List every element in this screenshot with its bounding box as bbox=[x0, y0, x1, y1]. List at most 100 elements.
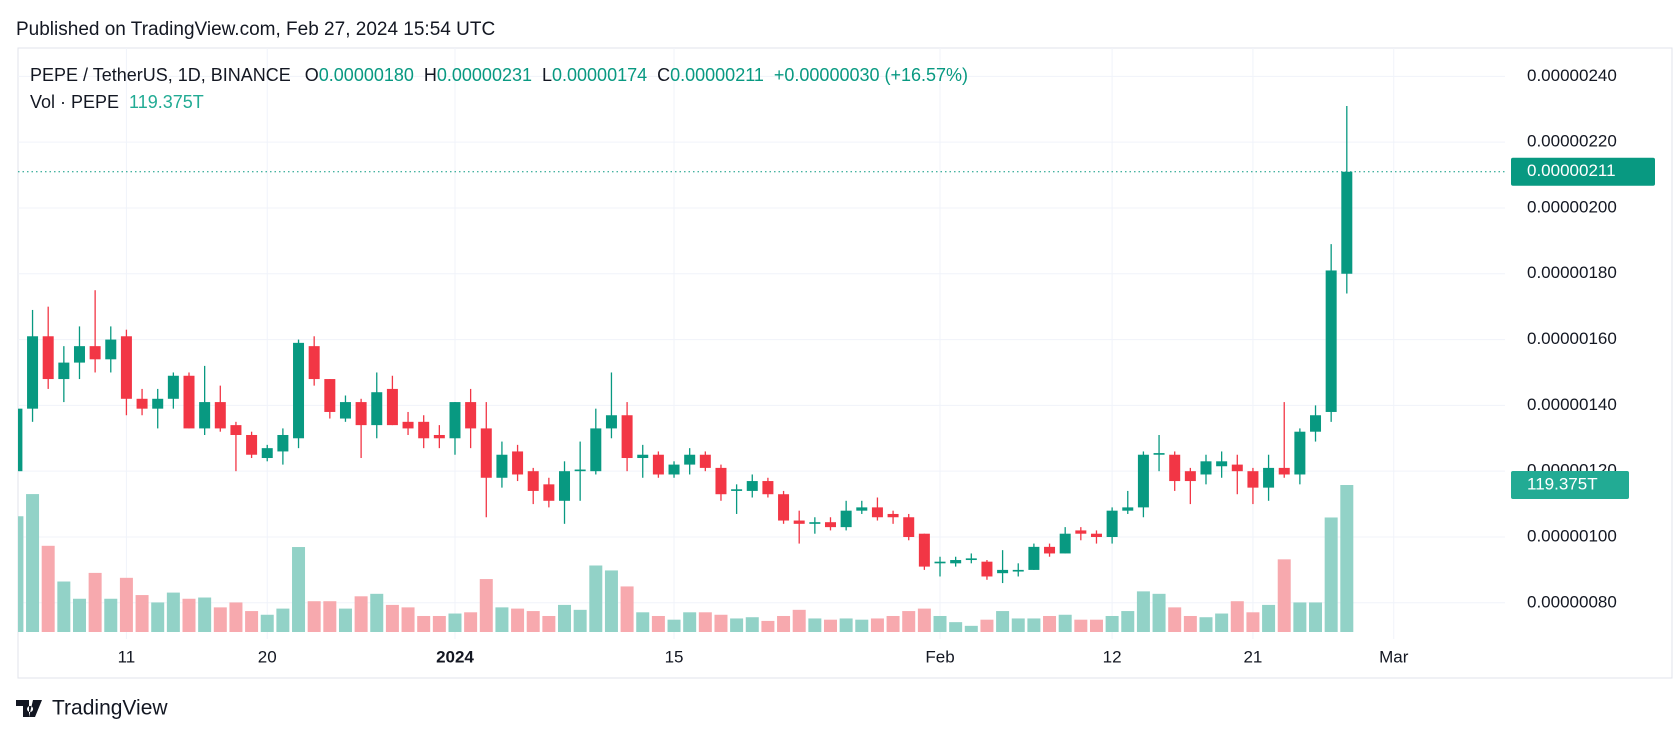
candle-body bbox=[214, 402, 226, 429]
candle-body bbox=[246, 434, 258, 455]
candle-body bbox=[731, 489, 743, 491]
candle-body bbox=[1231, 464, 1243, 472]
price-axis: 0.000000800.000001000.000001200.00000140… bbox=[118, 66, 1655, 666]
volume-bar bbox=[1199, 617, 1213, 632]
volume-bar bbox=[996, 611, 1010, 632]
candle-body bbox=[981, 561, 993, 577]
close-value: 0.00000211 bbox=[670, 65, 764, 85]
volume-bar bbox=[730, 618, 744, 632]
candle-body bbox=[840, 510, 852, 528]
candle-body bbox=[465, 402, 477, 429]
volume-bar bbox=[1105, 615, 1119, 632]
candle-body bbox=[1075, 530, 1087, 534]
volume-bar bbox=[292, 547, 306, 632]
candle-body bbox=[480, 428, 492, 478]
candle-body bbox=[152, 398, 164, 409]
candle-body bbox=[699, 454, 711, 468]
candle-body bbox=[230, 425, 242, 435]
volume-bar bbox=[917, 608, 931, 632]
volume-badge bbox=[1511, 471, 1629, 499]
volume-bar bbox=[276, 608, 290, 632]
volume-bar bbox=[870, 618, 884, 632]
y-tick-label: 0.00000200 bbox=[1527, 197, 1617, 216]
candle-body bbox=[918, 533, 930, 567]
candle-body bbox=[18, 408, 23, 472]
volume-bar bbox=[260, 614, 274, 632]
volume-bar bbox=[464, 612, 478, 632]
change: +0.00000030 (+16.57%) bbox=[774, 65, 968, 85]
candle-body bbox=[950, 560, 962, 564]
x-tick-label: 20 bbox=[258, 647, 277, 666]
candle-body bbox=[293, 342, 305, 439]
candle-body bbox=[1044, 546, 1056, 554]
volume-bar bbox=[495, 607, 509, 632]
volume-bar bbox=[479, 579, 493, 632]
candle-body bbox=[1012, 569, 1024, 572]
y-tick-label: 0.00000180 bbox=[1527, 263, 1617, 282]
close-label: C bbox=[657, 65, 670, 85]
candle-body bbox=[1153, 453, 1165, 455]
volume-bar bbox=[213, 607, 227, 632]
volume-bar bbox=[1324, 517, 1338, 632]
candle-body bbox=[1169, 454, 1181, 482]
volume-bar bbox=[714, 614, 728, 632]
volume-bar bbox=[855, 619, 869, 632]
candle-body bbox=[89, 346, 101, 360]
candle-body bbox=[105, 339, 117, 360]
candle-body bbox=[934, 561, 946, 564]
grid bbox=[18, 48, 1505, 639]
volume-bar bbox=[823, 619, 837, 632]
volume-bar bbox=[182, 598, 196, 632]
volume-bar bbox=[777, 615, 791, 632]
candle-body bbox=[793, 520, 805, 524]
volume-bar bbox=[667, 619, 681, 632]
candle-body bbox=[997, 569, 1009, 574]
candle-body bbox=[809, 522, 821, 524]
volume-bar bbox=[88, 572, 102, 632]
volume-bar bbox=[949, 622, 963, 632]
plot-area bbox=[18, 105, 1505, 632]
volume-bar bbox=[1183, 615, 1197, 632]
volume-bar bbox=[1230, 601, 1244, 632]
candle-body bbox=[605, 415, 617, 429]
volume-bar bbox=[26, 494, 40, 632]
x-tick-label: 11 bbox=[118, 647, 136, 666]
candle-body bbox=[1090, 533, 1102, 537]
volume-bar bbox=[651, 615, 665, 632]
y-tick-label: 0.00000080 bbox=[1527, 592, 1617, 611]
candle-body bbox=[1106, 510, 1118, 537]
candle-body bbox=[824, 522, 836, 528]
volume-bar bbox=[1043, 615, 1057, 632]
volume-bar bbox=[432, 615, 446, 632]
candle-body bbox=[199, 402, 211, 429]
x-tick-label: 2024 bbox=[436, 647, 474, 666]
high-value: 0.00000231 bbox=[437, 65, 532, 85]
volume-title: Vol · PEPE bbox=[30, 92, 119, 112]
candle-body bbox=[1341, 171, 1353, 274]
candle-body bbox=[496, 454, 508, 478]
candle-body bbox=[120, 336, 132, 399]
volume-bar bbox=[1058, 614, 1072, 632]
y-tick-label: 0.00000240 bbox=[1527, 66, 1617, 85]
volume-bar bbox=[1246, 612, 1260, 632]
volume-value: 119.375T bbox=[129, 92, 204, 112]
candle-body bbox=[1263, 467, 1275, 488]
volume-bar bbox=[511, 608, 525, 632]
volume-bar bbox=[104, 598, 118, 632]
low-value: 0.00000174 bbox=[552, 65, 647, 85]
volume-header: Vol · PEPE 119.375T bbox=[30, 92, 204, 112]
candle-body bbox=[402, 421, 414, 429]
volume-bar bbox=[604, 570, 618, 632]
volume-bar bbox=[151, 602, 165, 632]
volume-bar bbox=[370, 593, 384, 632]
volume-bar bbox=[1152, 593, 1166, 632]
candle-body bbox=[574, 469, 586, 472]
candle-body bbox=[652, 454, 664, 475]
candle-body bbox=[1200, 461, 1212, 475]
candle-body bbox=[1216, 461, 1228, 467]
candle-body bbox=[1059, 533, 1071, 554]
candle-body bbox=[1028, 546, 1040, 570]
volume-bar bbox=[886, 615, 900, 632]
volume-bar bbox=[761, 620, 775, 632]
